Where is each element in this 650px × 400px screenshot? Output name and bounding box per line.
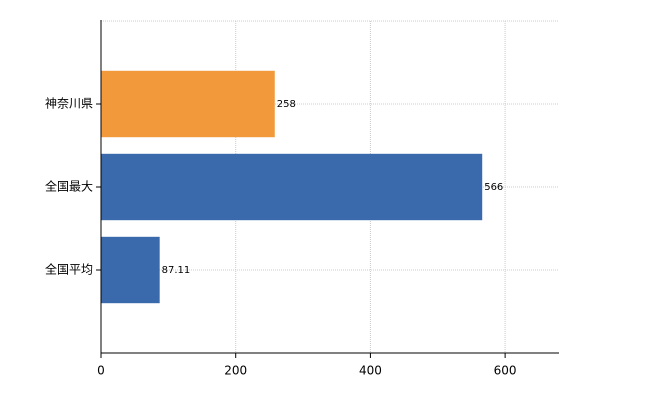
x-tick-label: 400 <box>359 364 382 378</box>
bar <box>101 70 275 138</box>
value-label: 87.11 <box>162 265 191 276</box>
x-tick-label: 600 <box>494 364 517 378</box>
value-label: 566 <box>484 182 503 193</box>
value-label: 258 <box>277 99 296 110</box>
x-tick-label: 200 <box>224 364 247 378</box>
y-tick-label: 全国最大 <box>45 179 93 194</box>
y-tick-label: 全国平均 <box>45 262 93 277</box>
x-tick-label: 0 <box>97 364 105 378</box>
y-tick-label: 神奈川県 <box>45 97 93 111</box>
bar <box>101 236 160 304</box>
bar <box>101 153 483 221</box>
